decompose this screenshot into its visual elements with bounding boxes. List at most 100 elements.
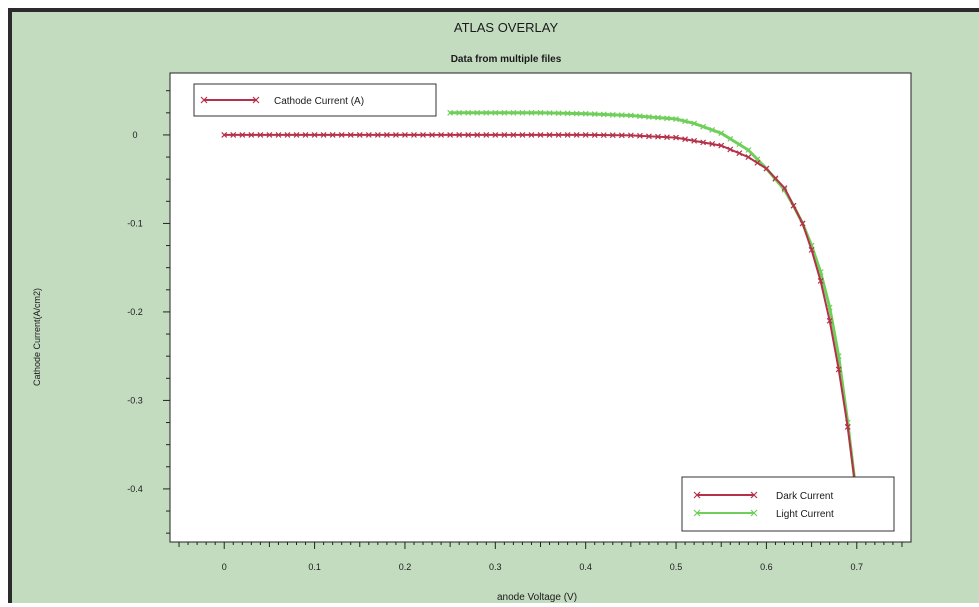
data-point-light-current — [700, 123, 707, 130]
data-point-dark-current — [347, 132, 354, 138]
legend-top-label: Cathode Current (A) — [274, 96, 364, 107]
data-point-dark-current — [429, 132, 435, 138]
chart-frame: ATLAS OVERLAY Data from multiple files 0… — [8, 8, 979, 603]
data-point-light-current — [456, 109, 463, 116]
x-tick-label: 0.4 — [579, 562, 592, 572]
data-point-dark-current — [727, 146, 734, 153]
data-point-dark-current — [392, 132, 399, 138]
legend-marker — [693, 509, 701, 517]
data-point-light-current — [465, 109, 472, 116]
data-point-light-current — [673, 116, 679, 122]
data-point-light-current — [546, 110, 553, 116]
data-point-dark-current — [230, 132, 237, 138]
data-point-dark-current — [745, 154, 752, 160]
x-tick-label: 0.7 — [851, 562, 864, 572]
legend-marker — [252, 96, 260, 104]
data-point-dark-current — [564, 132, 571, 138]
data-point-dark-current — [844, 424, 851, 430]
legend-top: Cathode Current (A) — [193, 83, 437, 117]
data-point-dark-current — [356, 132, 363, 138]
data-point-dark-current — [646, 133, 652, 140]
legend-bottom: Dark Current Light Current — [681, 476, 895, 532]
chart-svg: ATLAS OVERLAY Data from multiple files 0… — [32, 20, 912, 603]
x-tick-label: 0.3 — [489, 562, 502, 572]
legend-marker — [200, 96, 208, 104]
data-point-dark-current — [790, 202, 797, 209]
data-point-light-current — [591, 111, 598, 117]
data-point-dark-current — [600, 132, 607, 139]
data-point-light-current — [510, 109, 517, 116]
data-point-dark-current — [411, 132, 417, 138]
data-point-light-current — [736, 141, 743, 148]
data-point-dark-current — [691, 137, 698, 144]
legend-bottom-box — [681, 476, 895, 532]
y-axis: 0 -0.1 -0.2 -0.3 -0.4 — [127, 90, 170, 534]
data-point-dark-current — [537, 132, 544, 138]
legend-marker — [693, 491, 701, 499]
data-point-dark-current — [546, 132, 553, 138]
x-tick-label: 0.2 — [399, 562, 412, 572]
data-point-light-current — [609, 111, 616, 118]
legend-marker — [750, 509, 758, 517]
data-point-light-current — [627, 112, 634, 119]
data-point-dark-current — [447, 132, 454, 138]
data-point-light-current — [492, 109, 499, 116]
data-point-light-current — [537, 109, 544, 116]
data-point-dark-current — [420, 132, 426, 138]
data-point-light-current — [573, 110, 580, 117]
data-point-dark-current — [754, 159, 761, 166]
data-point-dark-current — [826, 317, 833, 324]
series-layer — [221, 109, 860, 501]
data-point-dark-current — [383, 132, 390, 138]
data-point-dark-current — [474, 132, 481, 138]
data-point-dark-current — [528, 132, 535, 138]
y-tick-label: -0.4 — [127, 484, 143, 494]
data-point-light-current — [718, 130, 725, 137]
data-point-light-current — [655, 114, 661, 121]
data-point-dark-current — [763, 165, 770, 172]
data-point-dark-current — [655, 133, 661, 140]
data-point-light-current — [636, 113, 643, 120]
data-point-light-current — [682, 118, 689, 125]
x-tick-label: 0 — [222, 562, 227, 572]
data-point-light-current — [519, 109, 526, 116]
data-point-dark-current — [239, 132, 246, 138]
y-tick-label: 0 — [132, 130, 137, 140]
chart-subtitle: Data from multiple files — [451, 54, 562, 65]
data-point-light-current — [709, 127, 716, 133]
data-point-dark-current — [320, 132, 327, 138]
data-point-dark-current — [682, 136, 689, 143]
data-point-dark-current — [618, 132, 625, 139]
data-point-dark-current — [501, 132, 508, 138]
data-point-dark-current — [835, 366, 842, 373]
data-point-dark-current — [465, 132, 472, 138]
data-point-light-current — [600, 111, 607, 118]
data-point-dark-current — [519, 132, 526, 138]
data-point-light-current — [727, 135, 734, 142]
data-point-light-current — [528, 109, 535, 116]
data-point-light-current — [745, 147, 752, 153]
legend-label-light: Light Current — [776, 509, 834, 520]
y-tick-label: -0.3 — [127, 395, 143, 405]
legend-label-dark: Dark Current — [776, 491, 833, 502]
data-point-dark-current — [510, 132, 517, 138]
data-point-dark-current — [736, 150, 743, 157]
y-axis-label: Cathode Current(A/cm2) — [32, 288, 42, 386]
data-point-dark-current — [772, 175, 779, 182]
data-point-dark-current — [221, 132, 228, 138]
plot-area — [169, 72, 912, 543]
data-point-light-current — [555, 110, 562, 117]
series-line-dark-current — [224, 133, 858, 498]
data-point-light-current — [691, 120, 698, 127]
y-tick-label: -0.2 — [127, 307, 143, 317]
data-point-dark-current — [636, 132, 643, 139]
data-point-dark-current — [582, 132, 589, 138]
data-point-light-current — [474, 109, 481, 116]
x-tick-label: 0.6 — [760, 562, 773, 572]
data-point-dark-current — [365, 132, 372, 138]
data-point-light-current — [564, 110, 571, 117]
data-point-dark-current — [799, 220, 806, 227]
data-point-dark-current — [492, 132, 499, 138]
data-point-dark-current — [374, 132, 381, 138]
data-point-dark-current — [673, 134, 679, 141]
